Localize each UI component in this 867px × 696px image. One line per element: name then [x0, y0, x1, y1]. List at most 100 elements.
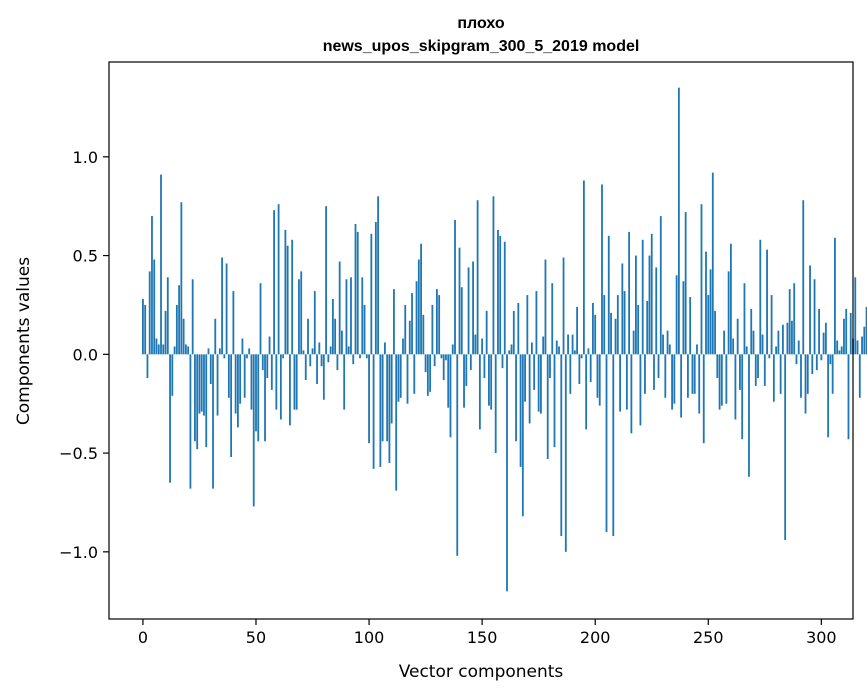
bar-155 — [492, 196, 495, 355]
bar-245 — [696, 344, 698, 355]
bar-248 — [702, 354, 705, 444]
bar-312 — [847, 354, 850, 440]
bar-105 — [379, 354, 382, 467]
bar-116 — [404, 304, 407, 355]
bar-1 — [144, 304, 147, 355]
bar-60 — [277, 204, 280, 355]
bar-153 — [488, 354, 490, 406]
bar-72 — [304, 354, 307, 381]
bar-174 — [535, 291, 538, 355]
bar-306 — [834, 237, 836, 355]
y-tick-label: 0.5 — [73, 247, 98, 266]
bar-297 — [813, 279, 816, 355]
x-axis-label: Vector components — [399, 662, 564, 682]
bars-group — [142, 87, 867, 592]
bar-32 — [214, 318, 217, 355]
bar-63 — [284, 229, 287, 355]
bar-234 — [671, 354, 673, 410]
bar-109 — [388, 354, 391, 463]
bar-291 — [800, 354, 802, 398]
bar-173 — [533, 354, 536, 390]
bar-61 — [279, 354, 282, 420]
bar-130 — [436, 289, 438, 355]
bar-201 — [596, 354, 599, 398]
bar-127 — [429, 354, 432, 392]
bar-106 — [381, 354, 384, 442]
bar-99 — [365, 354, 368, 359]
bar-43 — [239, 354, 242, 404]
bar-293 — [804, 354, 807, 414]
bar-211 — [619, 354, 621, 412]
chart-title-line2: news_upos_skipgram_300_5_2019 model — [323, 38, 640, 55]
bar-272 — [757, 354, 759, 379]
bar-40 — [232, 291, 235, 355]
bar-69 — [298, 279, 300, 355]
bar-207 — [610, 312, 612, 355]
bar-148 — [476, 200, 479, 355]
bar-270 — [752, 330, 755, 355]
bar-264 — [739, 354, 741, 390]
bar-163 — [510, 344, 513, 355]
bar-166 — [517, 302, 520, 355]
bar-188 — [567, 334, 569, 355]
plot-area-frame — [108, 61, 854, 620]
bar-269 — [750, 308, 753, 355]
bar-150 — [481, 338, 484, 355]
x-tick-label: 100 — [354, 628, 385, 647]
bar-193 — [578, 354, 581, 384]
bar-168 — [521, 354, 524, 517]
x-tick-label: 50 — [246, 628, 266, 647]
bar-120 — [413, 354, 416, 394]
y-tick-label: −1.0 — [59, 543, 98, 562]
bar-230 — [662, 334, 664, 355]
bar-87 — [338, 261, 341, 355]
bar-253 — [714, 310, 716, 355]
x-tick-label: 200 — [580, 628, 611, 647]
bar-209 — [614, 318, 617, 355]
bar-284 — [784, 354, 787, 540]
bar-85 — [334, 318, 337, 355]
bar-301 — [822, 332, 825, 355]
bar-31 — [212, 354, 214, 489]
bar-68 — [295, 354, 298, 410]
bar-49 — [252, 354, 255, 507]
y-tick-label: 1.0 — [73, 148, 98, 167]
y-axis-label: Components values — [14, 257, 34, 425]
bar-251 — [709, 269, 712, 355]
bar-39 — [230, 354, 233, 458]
bar-113 — [397, 354, 400, 402]
y-tick-label: 0.0 — [73, 345, 98, 364]
bar-172 — [530, 342, 533, 355]
bar-88 — [341, 330, 343, 355]
bar-177 — [542, 336, 545, 355]
bar-276 — [766, 249, 768, 355]
x-tick-label: 150 — [467, 628, 498, 647]
bar-118 — [408, 320, 411, 355]
bar-228 — [657, 354, 660, 379]
bar-194 — [580, 354, 583, 359]
bar-256 — [720, 354, 723, 406]
bar-195 — [582, 180, 585, 355]
bar-279 — [772, 354, 775, 402]
bar-238 — [680, 354, 683, 418]
bar-94 — [354, 223, 357, 355]
bar-258 — [725, 354, 728, 404]
bar-250 — [707, 295, 710, 355]
bar-223 — [646, 301, 649, 355]
bar-303 — [827, 354, 830, 438]
bar-111 — [393, 289, 395, 355]
bar-286 — [788, 289, 791, 355]
bar-242 — [689, 297, 692, 355]
bar-227 — [655, 267, 658, 355]
bar-81 — [325, 206, 327, 355]
bar-92 — [350, 277, 352, 355]
bar-236 — [675, 275, 678, 355]
bar-219 — [637, 304, 640, 355]
bar-13 — [171, 354, 174, 396]
bar-282 — [779, 354, 782, 394]
bar-51 — [257, 354, 260, 442]
bar-141 — [460, 287, 463, 355]
bar-220 — [639, 354, 642, 426]
bar-255 — [718, 354, 721, 410]
